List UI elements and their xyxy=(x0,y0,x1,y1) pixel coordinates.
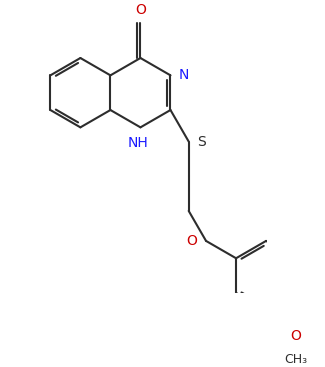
Text: N: N xyxy=(179,68,189,82)
Text: O: O xyxy=(187,234,197,248)
Text: S: S xyxy=(197,135,206,149)
Text: O: O xyxy=(291,329,302,343)
Text: O: O xyxy=(135,3,146,17)
Text: CH₃: CH₃ xyxy=(285,353,308,366)
Text: NH: NH xyxy=(128,136,149,150)
